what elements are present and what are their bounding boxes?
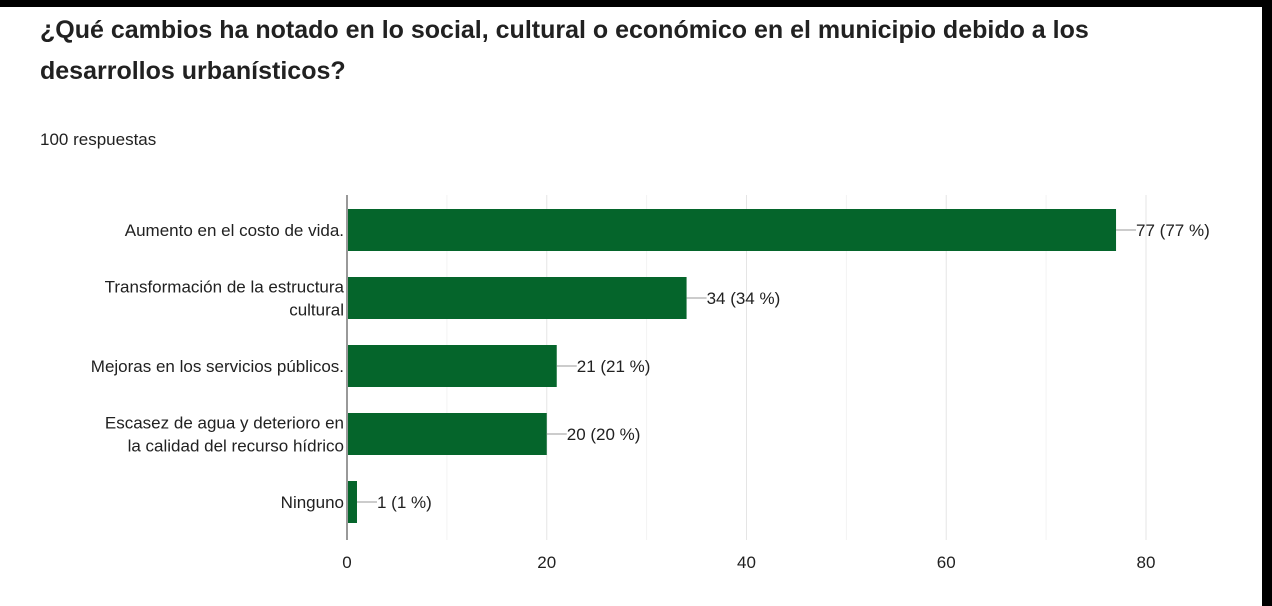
- category-label-line: la calidad del recurso hídrico: [128, 437, 344, 456]
- category-label-line: Escasez de agua y deterioro en: [105, 414, 344, 433]
- response-count: 100 respuestas: [40, 130, 157, 149]
- bars: [348, 209, 1117, 523]
- gridlines: [446, 195, 1147, 540]
- category-labels: Aumento en el costo de vida. Transformaci…: [91, 221, 345, 512]
- x-tick-label: 20: [537, 553, 556, 572]
- bar: [348, 413, 547, 455]
- x-tick-label: 40: [737, 553, 756, 572]
- category-label: Ninguno: [281, 493, 344, 512]
- value-label: 21 (21 %): [577, 357, 651, 376]
- value-label: 34 (34 %): [707, 289, 781, 308]
- category-label-line: Transformación de la estructura: [105, 278, 345, 297]
- category-label: Transformación de la estructura cultural: [105, 278, 345, 320]
- x-tick-label: 60: [937, 553, 956, 572]
- category-label-line: Mejoras en los servicios públicos.: [91, 357, 344, 376]
- question-title: ¿Qué cambios ha notado en lo social, cul…: [40, 16, 1089, 85]
- x-tick-labels: 0 20 40 60 80: [342, 553, 1155, 572]
- bar: [348, 277, 687, 319]
- category-label-line: Ninguno: [281, 493, 344, 512]
- frame-top-border: [0, 0, 1272, 7]
- value-label: 77 (77 %): [1136, 221, 1210, 240]
- leader-lines: [356, 229, 1137, 503]
- value-label: 20 (20 %): [567, 425, 641, 444]
- bar-chart: 77 (77 %) 34 (34 %) 21 (21 %) 20 (20 %) 1 (1…: [91, 195, 1210, 572]
- category-label: Escasez de agua y deterioro en la calidad…: [105, 414, 344, 456]
- bar: [348, 209, 1117, 251]
- category-label: Aumento en el costo de vida.: [125, 221, 344, 240]
- category-label-line: cultural: [289, 301, 344, 320]
- x-tick-label: 80: [1137, 553, 1156, 572]
- value-label: 1 (1 %): [377, 493, 432, 512]
- frame-right-border: [1262, 0, 1272, 606]
- category-label-line: Aumento en el costo de vida.: [125, 221, 344, 240]
- bar: [348, 345, 557, 387]
- x-tick-label: 0: [342, 553, 351, 572]
- category-label: Mejoras en los servicios públicos.: [91, 357, 344, 376]
- bar: [348, 481, 357, 523]
- value-labels: 77 (77 %) 34 (34 %) 21 (21 %) 20 (20 %) 1 (1…: [377, 221, 1210, 512]
